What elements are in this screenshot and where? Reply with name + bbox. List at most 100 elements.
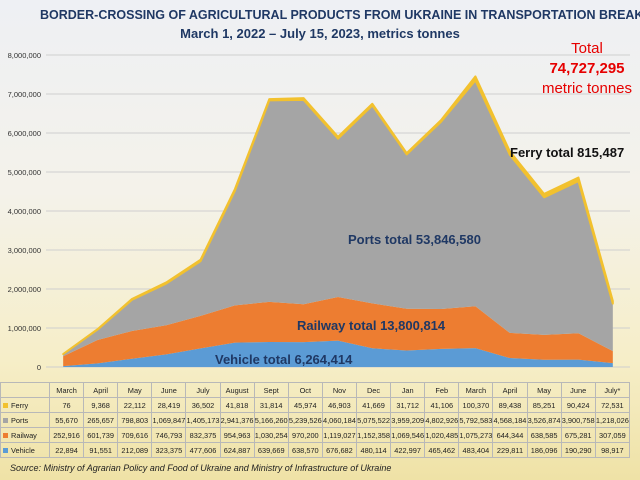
vehicle-series-area [63,340,613,367]
data-label: 190,290 [560,442,596,458]
data-label: 41,818 [219,397,255,413]
data-label: 638,585 [526,427,562,443]
x-tick-label: June [560,382,596,398]
data-label: 970,200 [287,427,323,443]
data-label: 483,404 [458,442,494,458]
legend-label: Railway [11,430,37,440]
vehicle-total-annotation: Vehicle total 6,264,414 [215,352,353,367]
x-tick-label: Nov [321,382,357,398]
data-label: 798,803 [117,412,153,428]
data-label: 477,606 [185,442,221,458]
data-label: 601,739 [83,427,119,443]
data-label: 465,462 [424,442,460,458]
data-label: 480,114 [355,442,392,458]
data-label: 954,963 [219,427,255,443]
data-label: 1,218,026 [594,412,631,428]
y-tick-label: 8,000,000 [8,51,41,60]
source-note: Source: Ministry of Agrarian Policy and … [10,463,392,473]
x-tick-label: Sept [253,382,289,398]
legend-label: Vehicle [11,445,35,455]
data-label: 22,894 [48,442,85,458]
data-label: 31,712 [390,397,426,413]
data-label: 5,792,583 [458,412,494,428]
data-label: 746,793 [151,427,187,443]
data-label: 1,069,546 [390,427,426,443]
data-label: 41,669 [355,397,392,413]
data-label: 4,060,184 [321,412,357,428]
data-label: 3,526,874 [526,412,562,428]
data-label: 1,069,847 [151,412,187,428]
data-label: 644,344 [492,427,528,443]
data-label: 265,657 [83,412,119,428]
data-label: 100,370 [458,397,494,413]
data-label: 41,106 [424,397,460,413]
data-label: 46,903 [321,397,357,413]
data-table: March April May June July August Sept Oct Nov Dec… [0,382,631,458]
data-label: 4,568,184 [492,412,528,428]
x-tick-label: June [151,382,187,398]
legend-swatch [3,433,8,439]
data-label: 675,281 [560,427,596,443]
data-label: 55,670 [48,412,85,428]
legend-swatch [3,403,8,409]
total-value: 74,727,295 [549,60,625,77]
legend-swatch [3,448,8,454]
y-tick-label: 1,000,000 [8,324,41,333]
ferry-series-area [62,75,614,356]
data-label: 1,075,273 [458,427,494,443]
legend-entry-ports: Ports [0,412,50,428]
y-tick-label: 4,000,000 [8,207,41,216]
data-label: 85,251 [526,397,562,413]
data-label: 22,112 [117,397,153,413]
legend-swatch [3,418,8,424]
chart-title: BORDER-CROSSING OF AGRICULTURAL PRODUCTS… [40,8,640,22]
data-label: 3,900,758 [560,412,596,428]
data-label: 76 [48,397,85,413]
y-tick-label: 5,000,000 [8,168,41,177]
data-label: 624,887 [219,442,255,458]
x-tick-label: May [526,382,562,398]
ferry-total-annotation: Ferry total 815,487 [510,145,625,160]
table-row-railway: Railway 252,916 601,739 709,616 746,793 832,3… [0,427,631,443]
ports-series-area [63,80,613,357]
data-label: 638,570 [287,442,323,458]
data-label: 709,616 [117,427,153,443]
data-label: 252,916 [48,427,85,443]
data-label: 4,802,926 [424,412,460,428]
railway-series-area [63,296,613,367]
data-label: 212,089 [117,442,153,458]
data-label: 98,917 [594,442,631,458]
data-label: 229,811 [492,442,528,458]
x-tick-label: April [83,382,119,398]
x-tick-label: July* [594,382,631,398]
table-row-ferry: Ferry 76 9,368 22,112 28,419 36,502 41,818 31,8… [0,397,631,413]
x-tick-label: July [185,382,221,398]
chart-subtitle: March 1, 2022 – July 15, 2023, metrics t… [180,26,460,41]
table-row-vehicle: Vehicle 22,894 91,551 212,089 323,375 477,606… [0,442,631,458]
legend-label: Ferry [11,400,29,410]
data-label: 91,551 [83,442,119,458]
y-tick-label: 7,000,000 [8,90,41,99]
data-label: 45,974 [287,397,323,413]
x-tick-label: Oct [287,382,323,398]
ports-total-annotation: Ports total 53,846,580 [348,232,481,247]
data-label: 5,239,526 [287,412,323,428]
total-label: Total [571,40,603,57]
x-tick-label: Feb [424,382,460,398]
data-label: 1,020,485 [424,427,460,443]
data-label: 36,502 [185,397,221,413]
table-row-ports: Ports 55,670 265,657 798,803 1,069,847 1,405,… [0,412,631,428]
data-label: 1,030,254 [253,427,289,443]
data-label: 186,096 [526,442,562,458]
x-tick-label: Jan [390,382,426,398]
data-label: 28,419 [151,397,187,413]
table-corner [0,382,50,398]
y-tick-label: 3,000,000 [8,246,41,255]
legend-entry-vehicle: Vehicle [0,442,50,458]
x-tick-label: March [48,382,85,398]
x-tick-label: Dec [355,382,392,398]
data-label: 307,059 [594,427,631,443]
railway-total-annotation: Railway total 13,800,814 [297,318,446,333]
data-label: 2,941,376 [219,412,255,428]
